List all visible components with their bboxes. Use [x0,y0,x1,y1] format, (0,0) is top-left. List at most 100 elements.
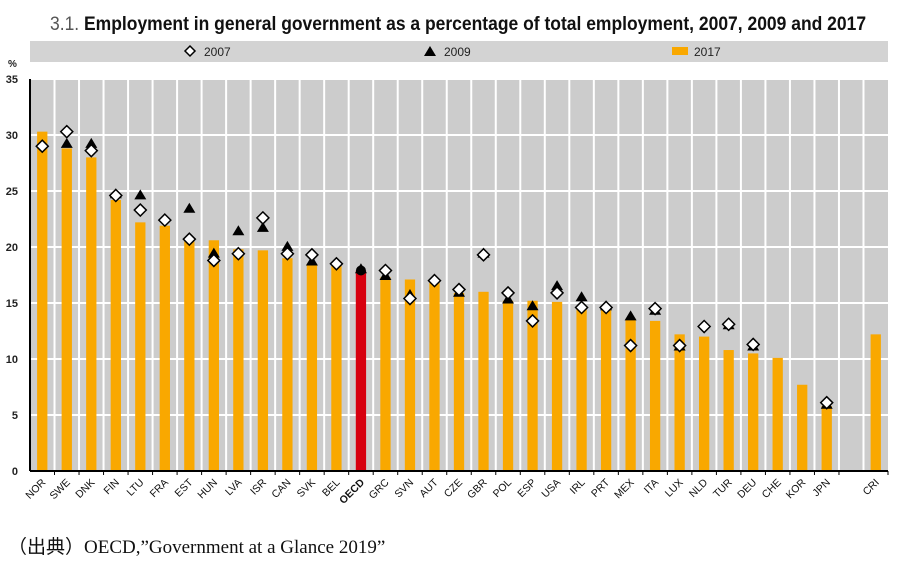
x-tick-label-FIN: FIN [101,477,121,497]
y-tick-label: 15 [6,298,18,310]
x-tick-label-SVN: SVN [392,477,416,501]
x-tick-label-NLD: NLD [687,476,711,500]
marker-2009-DNK [85,137,98,148]
bar-2017-ISR [257,250,269,471]
bar-2017-SVK [306,263,318,471]
bar-2017-POL [502,300,514,471]
x-tick-label-JPN: JPN [810,477,833,500]
legend-triangle-icon [424,46,436,56]
x-tick-label-LVA: LVA [223,477,244,498]
x-tick-label-HUN: HUN [195,477,220,502]
marker-2009-IRL [575,291,588,302]
x-tick-label-SWE: SWE [47,477,72,502]
marker-2009-LTU [134,189,147,200]
x-tick-label-ISR: ISR [248,476,269,497]
marker-2009-ESP [526,300,539,311]
bar-2017-DEU [748,353,759,471]
marker-2007-DEU [746,337,761,352]
marker-2007-CZE [451,282,467,297]
marker-2009-CAN [281,240,294,251]
marker-2007-TUR [721,317,736,332]
marker-2007-CAN [280,246,295,261]
marker-2007-SVN [402,291,418,306]
bar-2017-JPN [821,406,832,471]
x-tick-label-ITA: ITA [642,477,661,496]
marker-2007-USA [549,285,565,300]
x-tick-label-KOR: KOR [784,476,809,501]
marker-2007-NLD [697,319,712,334]
marker-2007-JPN [819,395,834,410]
x-tick-label-PRT: PRT [589,476,613,500]
bar-2017-HUN [208,240,220,471]
bar-2017-MEX [625,318,636,471]
marker-2007-HUN [206,253,221,268]
bar-2017-CRI [870,334,881,471]
x-tick-label-ESP: ESP [515,477,538,500]
source-note: （出典）OECD,”Government at a Glance 2019” [8,537,386,558]
y-tick-label: 25 [6,186,18,198]
x-tick-label-SVK: SVK [295,477,318,500]
bar-2017-CZE [453,292,465,471]
marker-2007-ISR [255,210,270,225]
y-tick-label: 35 [6,74,18,86]
marker-2007-FIN [108,188,123,203]
marker-2007-LVA [231,246,246,261]
marker-2007-GBR [476,247,491,262]
bar-2017-TUR [723,350,734,471]
x-tick-label-OECD: OECD [337,476,367,506]
x-tick-label-POL: POL [491,477,514,500]
bar-2017-IRL [576,307,587,471]
title-number: 3.1. [50,14,80,35]
bar-2017-FIN [110,199,121,471]
marker-2007-FRA [157,213,172,228]
marker-2007-ESP [525,313,540,328]
x-tick-label-CZE: CZE [442,477,465,500]
chart-title: 3.1. Employment in general government as… [50,14,866,36]
marker-2007-BEL [329,256,344,271]
bar-2017-ESP [527,300,538,471]
x-tick-label-DEU: DEU [735,477,759,501]
bar-2017-NOR [37,131,48,471]
marker-2007-POL [500,285,516,300]
marker-2007-ITA [648,301,663,316]
x-tick-label-NOR: NOR [23,476,48,501]
y-tick-label: 20 [6,242,18,254]
y-tick-label: 10 [6,354,18,366]
x-tick-label-LTU: LTU [124,477,146,499]
y-tick-label: 30 [6,130,18,142]
y-axis-label: % [8,59,17,70]
legend-background [30,41,888,62]
marker-2007-AUT [427,273,442,288]
marker-2007-IRL [574,300,589,315]
x-tick-label-CRI: CRI [861,477,882,498]
marker-2007-OECD [355,265,366,276]
bar-2017-SWE [61,148,72,471]
bar-2017-BEL [331,266,342,471]
bar-2017-EST [184,241,195,471]
x-tick-label-FRA: FRA [148,477,171,500]
legend-label-2007: 2007 [204,45,231,59]
x-tick-label-CAN: CAN [269,477,293,501]
marker-2009-EST [183,202,196,213]
marker-2007-LUX [672,338,687,353]
bar-2017-GRC [380,277,391,471]
x-tick-label-USA: USA [539,477,563,501]
bar-2017-GBR [478,291,489,471]
marker-2009-MEX [624,310,637,321]
marker-2009-HUN [207,247,220,258]
y-tick-label: 0 [12,466,18,478]
marker-2007-MEX [623,338,638,353]
bar-2017-USA [551,301,563,471]
marker-2007-SVK [304,247,319,262]
x-tick-label-TUR: TUR [711,476,735,500]
marker-2007-DNK [84,143,99,158]
x-tick-label-DNK: DNK [73,477,97,501]
bar-2017-CAN [282,258,293,471]
marker-2009-SWE [60,137,73,148]
bar-2017-PRT [600,309,612,471]
bar-2017-SVN [404,279,416,471]
bar-2017-AUT [429,282,440,471]
bar-2017-OECD [355,270,367,471]
legend: 2007 2009 2017 [30,41,888,62]
bar-2017-LVA [233,249,244,471]
